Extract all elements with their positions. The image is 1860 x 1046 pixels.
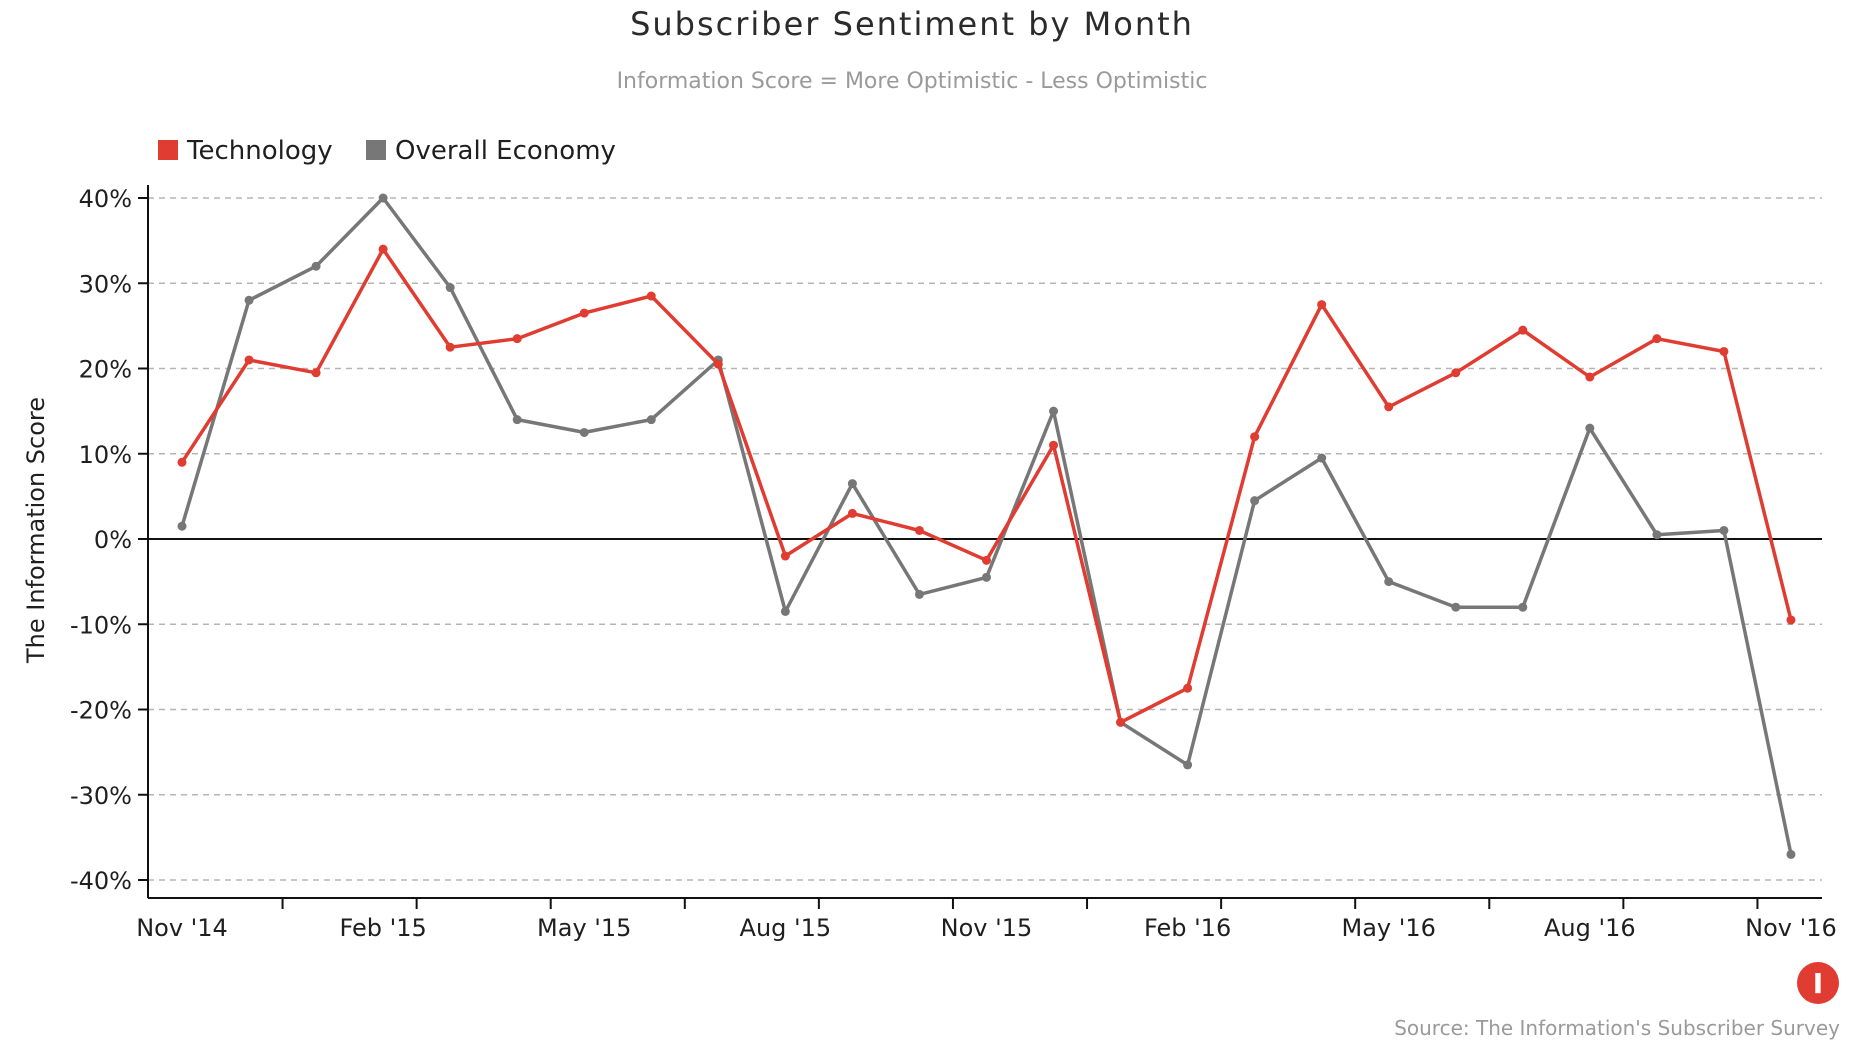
data-point	[847, 479, 857, 489]
data-point	[1116, 717, 1126, 727]
data-point	[1719, 346, 1729, 356]
data-point	[177, 521, 187, 531]
x-tick-label: Aug '16	[1544, 914, 1636, 942]
legend-swatch	[158, 140, 178, 160]
data-point	[1585, 423, 1595, 433]
x-tick-label: Feb '16	[1144, 914, 1231, 942]
data-point	[244, 295, 254, 305]
data-point	[579, 427, 589, 437]
legend-label: Technology	[186, 136, 333, 166]
data-point	[1451, 368, 1461, 378]
data-point	[1384, 577, 1394, 587]
data-point	[177, 457, 187, 467]
data-point	[646, 415, 656, 425]
data-point	[981, 555, 991, 565]
x-tick-label: May '16	[1342, 914, 1436, 942]
data-point	[847, 508, 857, 518]
data-point	[512, 415, 522, 425]
x-tick-label: Nov '16	[1745, 914, 1837, 942]
data-point	[244, 355, 254, 365]
data-point	[445, 342, 455, 352]
y-tick-label: -10%	[70, 611, 132, 639]
gridlines	[148, 197, 1822, 881]
chart-title: Subscriber Sentiment by Month	[630, 5, 1194, 43]
data-point	[1384, 402, 1394, 412]
data-point	[914, 589, 924, 599]
data-point	[1317, 300, 1327, 310]
data-point	[311, 368, 321, 378]
y-tick-label: 40%	[79, 185, 132, 213]
y-tick-label: -40%	[70, 867, 132, 895]
data-point	[1652, 530, 1662, 540]
x-tick-label: Nov '15	[941, 914, 1033, 942]
the-information-logo-icon: I	[1797, 962, 1839, 1004]
legend: Technology Overall Economy	[158, 136, 616, 166]
x-axis-ticks: Nov '14 Feb '15 May '15 Aug '15 Nov '15 Feb '…	[136, 898, 1837, 942]
series-layer	[177, 193, 1796, 859]
data-point	[914, 525, 924, 535]
data-point	[512, 334, 522, 344]
data-point	[378, 244, 388, 254]
data-point	[646, 291, 656, 301]
data-point	[311, 261, 321, 271]
data-point	[1317, 453, 1327, 463]
legend-swatch	[366, 140, 386, 160]
y-tick-label: 0%	[94, 526, 132, 554]
data-point	[1250, 496, 1260, 506]
data-point	[1585, 372, 1595, 382]
y-tick-label: 20%	[79, 356, 132, 384]
data-point	[713, 359, 723, 369]
data-point	[1786, 615, 1796, 625]
y-tick-label: -30%	[70, 782, 132, 810]
data-point	[1518, 325, 1528, 335]
y-axis-ticks: 40% 30% 20% 10% 0% -10% -20% -30% -40%	[70, 185, 148, 895]
y-tick-label: -20%	[70, 697, 132, 725]
series-line	[180, 196, 1793, 855]
data-point	[1451, 602, 1461, 612]
data-point	[1183, 683, 1193, 693]
x-tick-label: Feb '15	[339, 914, 426, 942]
axes	[147, 185, 1822, 899]
data-point	[981, 572, 991, 582]
series-line	[180, 247, 1793, 725]
data-point	[1719, 525, 1729, 535]
x-tick-label: Nov '14	[136, 914, 228, 942]
data-point	[1250, 432, 1260, 442]
data-point	[378, 193, 388, 203]
source-note: Source: The Information's Subscriber Sur…	[1394, 1016, 1840, 1040]
data-point	[1049, 440, 1059, 450]
logo-glyph: I	[1813, 967, 1823, 1000]
data-point	[780, 551, 790, 561]
data-point	[1518, 602, 1528, 612]
chart-subtitle: Information Score = More Optimistic - Le…	[617, 69, 1208, 94]
data-point	[780, 606, 790, 616]
legend-label: Overall Economy	[395, 136, 616, 166]
y-tick-label: 30%	[79, 270, 132, 298]
data-point	[445, 283, 455, 293]
x-tick-label: May '15	[537, 914, 631, 942]
data-point	[1183, 760, 1193, 770]
data-point	[579, 308, 589, 318]
data-point	[1049, 406, 1059, 416]
x-tick-label: Aug '15	[740, 914, 832, 942]
data-point	[1786, 849, 1796, 859]
y-tick-label: 10%	[79, 441, 132, 469]
y-axis-title: The Information Score	[22, 397, 50, 664]
data-point	[1652, 334, 1662, 344]
